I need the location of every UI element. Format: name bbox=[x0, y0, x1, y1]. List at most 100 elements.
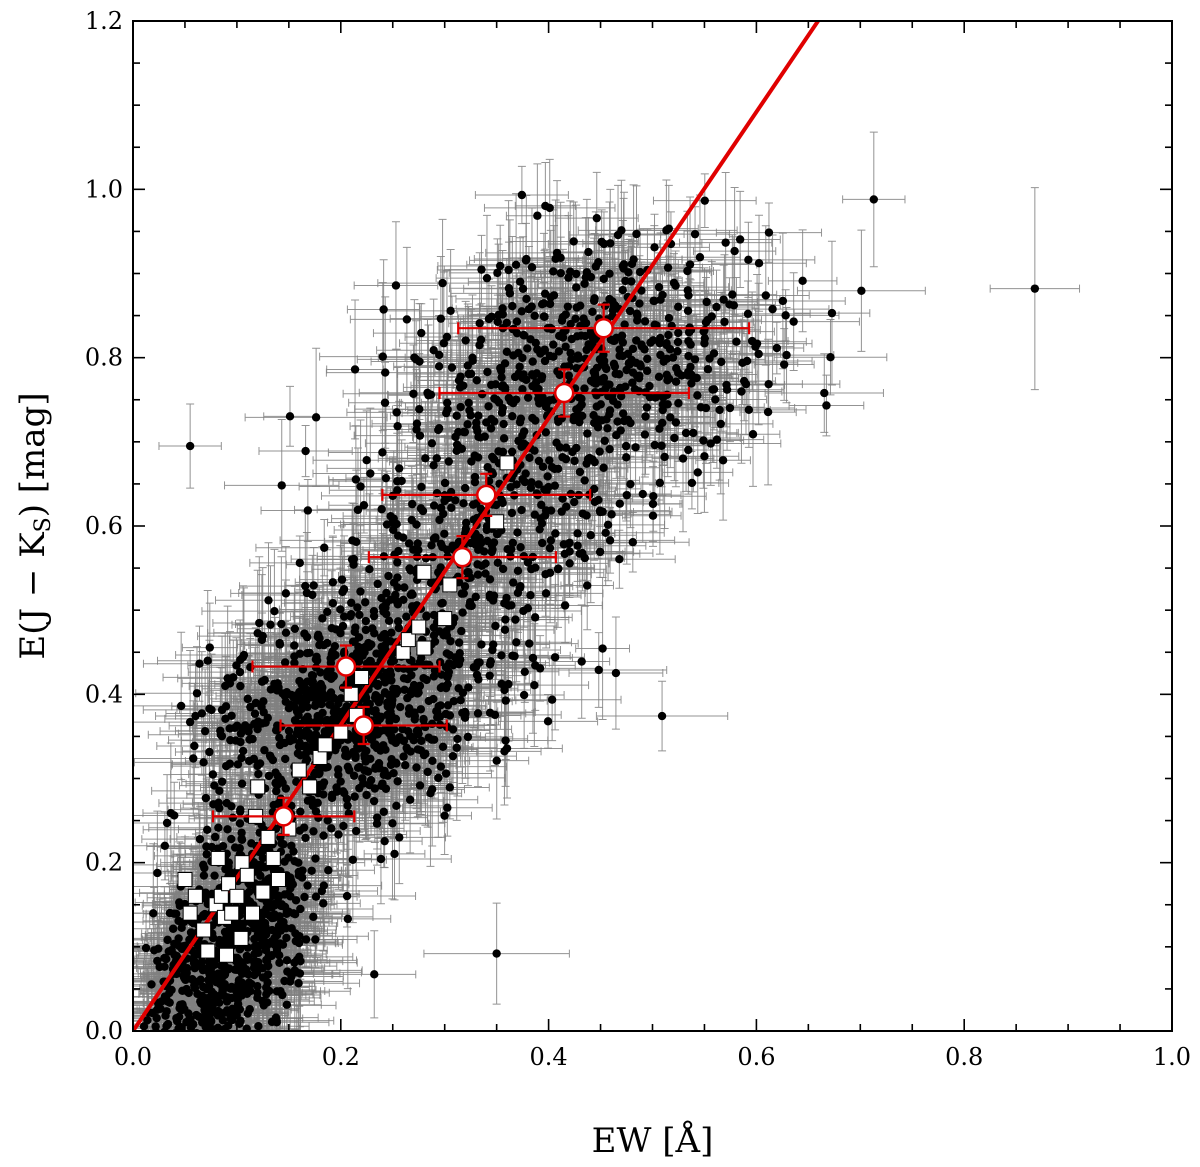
scatter-point bbox=[276, 987, 285, 996]
scatter-point bbox=[275, 958, 284, 967]
scatter-point bbox=[245, 1038, 253, 1046]
scatter-point bbox=[222, 931, 231, 941]
scatter-point bbox=[393, 583, 402, 592]
scatter-point bbox=[595, 447, 604, 456]
scatter-point bbox=[262, 990, 271, 999]
scatter-point bbox=[370, 970, 379, 979]
scatter-point bbox=[504, 265, 513, 275]
scatter-point bbox=[473, 709, 483, 718]
scatter-point bbox=[245, 735, 254, 744]
scatter-point bbox=[507, 508, 517, 518]
scatter-point bbox=[488, 545, 497, 554]
scatter-point bbox=[300, 892, 309, 902]
scatter-point bbox=[271, 726, 281, 735]
scatter-point bbox=[556, 268, 565, 278]
scatter-point bbox=[253, 717, 263, 726]
scatter-point bbox=[223, 1035, 231, 1043]
scatter-point bbox=[621, 441, 631, 451]
scatter-point bbox=[336, 694, 346, 703]
scatter-point bbox=[820, 388, 829, 398]
scatter-point bbox=[215, 1033, 223, 1041]
scatter-point bbox=[168, 924, 178, 933]
scatter-point bbox=[399, 752, 408, 761]
scatter-point bbox=[195, 834, 205, 844]
scatter-point bbox=[223, 674, 232, 683]
scatter-point bbox=[326, 665, 335, 675]
scatter-point bbox=[185, 717, 195, 727]
scatter-point bbox=[583, 581, 592, 590]
scatter-point bbox=[351, 475, 361, 484]
scatter-point bbox=[426, 789, 435, 798]
scatter-point bbox=[638, 489, 647, 499]
scatter-point bbox=[216, 1033, 224, 1041]
scatter-point bbox=[409, 736, 418, 745]
scatter-point bbox=[379, 770, 389, 780]
scatter-point bbox=[221, 761, 231, 771]
scatter-point bbox=[170, 811, 179, 820]
scatter-point bbox=[354, 642, 363, 652]
scatter-point bbox=[457, 626, 466, 636]
scatter-point bbox=[217, 777, 227, 786]
scatter-point bbox=[377, 593, 386, 603]
scatter-point bbox=[237, 779, 247, 788]
scatter-point bbox=[467, 601, 476, 611]
scatter-point bbox=[415, 781, 425, 790]
scatter-point bbox=[445, 711, 455, 720]
scatter-point bbox=[350, 732, 360, 741]
scatter-point bbox=[238, 746, 248, 756]
scatter-point bbox=[471, 592, 480, 602]
scatter-point bbox=[509, 578, 518, 587]
scatter-point bbox=[489, 538, 499, 547]
scatter-point bbox=[386, 511, 395, 521]
scatter-point bbox=[315, 634, 324, 643]
scatter-point bbox=[187, 1032, 195, 1040]
scatter-point bbox=[325, 700, 334, 709]
scatter-point bbox=[498, 447, 508, 457]
scatter-point bbox=[247, 1033, 255, 1041]
scatter-point bbox=[342, 702, 351, 712]
scatter-point bbox=[485, 575, 495, 584]
scatter-point bbox=[479, 547, 489, 556]
scatter-point bbox=[272, 680, 281, 689]
scatter-point bbox=[277, 900, 286, 909]
scatter-point bbox=[517, 190, 527, 200]
scatter-point bbox=[526, 591, 535, 600]
scatter-point bbox=[284, 907, 293, 916]
scatter-point bbox=[353, 505, 363, 515]
scatter-point bbox=[485, 590, 495, 600]
scatter-point bbox=[550, 653, 560, 662]
scatter-point bbox=[311, 413, 321, 422]
scatter-point bbox=[299, 694, 308, 703]
scatter-point bbox=[151, 1022, 160, 1031]
scatter-point bbox=[361, 625, 371, 635]
scatter-point bbox=[551, 529, 560, 538]
scatter-point bbox=[456, 402, 465, 412]
scatter-point bbox=[353, 763, 363, 773]
scatter-point bbox=[485, 671, 494, 680]
scatter-point bbox=[517, 505, 526, 515]
scatter-point bbox=[336, 777, 345, 786]
scatter-point bbox=[389, 768, 398, 778]
scatter-point bbox=[540, 346, 549, 355]
scatter-point bbox=[275, 951, 284, 960]
scatter-point bbox=[636, 362, 645, 371]
scatter-point bbox=[311, 655, 321, 664]
scatter-point bbox=[384, 616, 394, 626]
scatter-point bbox=[235, 667, 245, 677]
scatter-point bbox=[349, 560, 358, 569]
scatter-point bbox=[281, 754, 290, 764]
scatter-point bbox=[322, 715, 332, 725]
scatter-point bbox=[530, 311, 539, 321]
scatter-point bbox=[393, 421, 402, 431]
scatter-point bbox=[592, 213, 601, 223]
scatter-point bbox=[378, 448, 387, 457]
scatter-point bbox=[570, 456, 579, 466]
scatter-point bbox=[377, 505, 386, 514]
scatter-point bbox=[153, 956, 162, 966]
scatter-point bbox=[379, 673, 389, 682]
scatter-point bbox=[440, 811, 449, 820]
scatter-point bbox=[674, 328, 683, 338]
scatter-point bbox=[356, 482, 365, 491]
scatter-point bbox=[406, 566, 415, 575]
scatter-point bbox=[414, 545, 423, 555]
